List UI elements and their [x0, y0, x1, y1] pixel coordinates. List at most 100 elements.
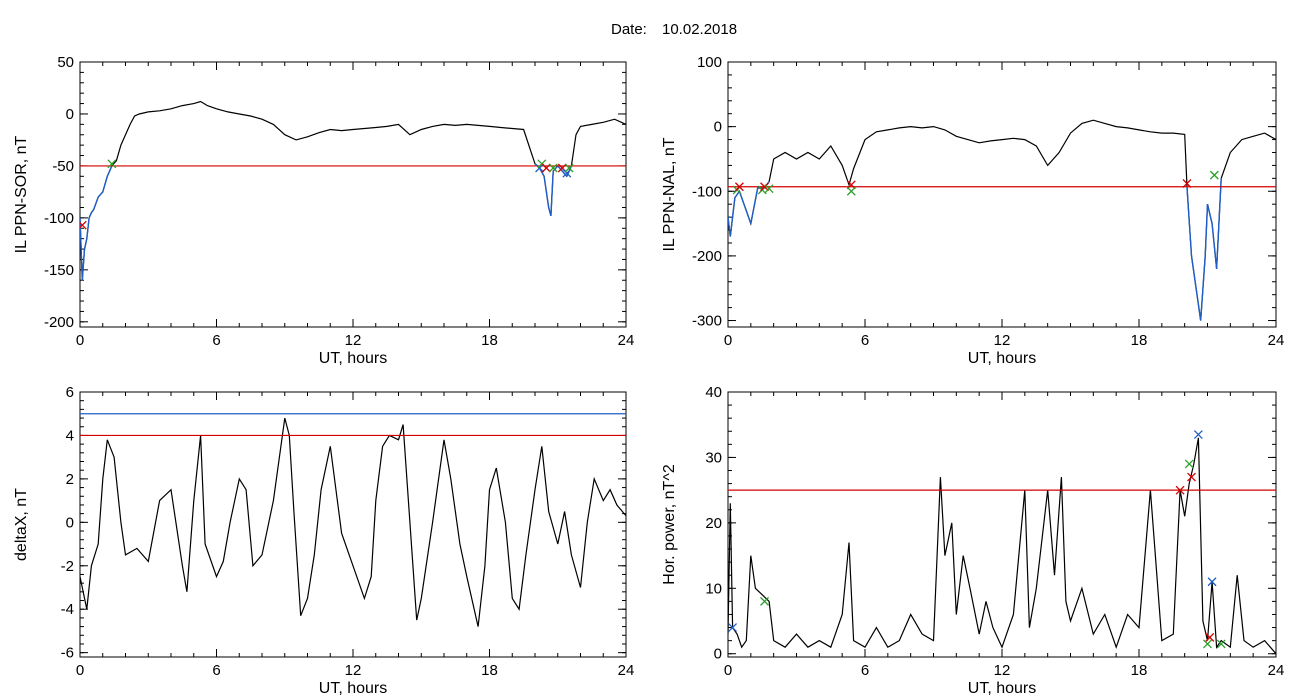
- x-tick-label: 6: [861, 332, 869, 349]
- data-marker: [80, 220, 87, 230]
- y-tick-label: -200: [692, 248, 722, 265]
- data-marker-stroke: [537, 159, 547, 169]
- data-marker-stroke: [1187, 472, 1196, 482]
- series-highlight-segment: [1190, 255, 1197, 289]
- series-highlight-segment: [1195, 288, 1202, 321]
- data-marker: [562, 168, 572, 178]
- data-marker-stroke: [1182, 179, 1192, 188]
- series-highlight-segment: [550, 171, 554, 216]
- series-highlight-segment: [1211, 223, 1218, 269]
- x-tick-label: 18: [481, 332, 498, 349]
- data-marker-stroke: [1207, 577, 1217, 587]
- x-tick-label: 0: [724, 332, 732, 349]
- x-tick-label: 0: [76, 662, 84, 679]
- data-marker: [1184, 459, 1194, 469]
- y-axis-label: Hor. power, nT^2: [661, 464, 678, 585]
- y-tick-label: 100: [697, 54, 722, 71]
- data-marker-stroke: [846, 186, 856, 196]
- data-marker-stroke: [1175, 485, 1185, 495]
- series-line: [80, 100, 626, 281]
- series-highlight-segment: [81, 249, 86, 281]
- y-tick-label: 40: [705, 384, 722, 401]
- data-marker: [1207, 577, 1217, 587]
- y-axis-label: IL PPN-NAL, nT: [661, 137, 678, 251]
- series-highlight-segment: [543, 176, 550, 208]
- data-marker-stroke: [760, 596, 769, 606]
- x-tick-label: 12: [345, 662, 362, 679]
- x-tick-label: 12: [994, 662, 1011, 679]
- series-highlight-segment: [745, 210, 752, 224]
- y-tick-label: -50: [52, 158, 74, 175]
- y-axis-label: deltaX, nT: [13, 488, 30, 561]
- series-highlight-segment: [90, 209, 95, 214]
- y-tick-label: -300: [692, 313, 722, 330]
- date-value: 10.02.2018: [662, 21, 737, 38]
- data-marker-stroke: [541, 163, 551, 173]
- data-marker: [1182, 179, 1192, 188]
- y-tick-label: 0: [66, 514, 74, 531]
- data-marker-stroke: [734, 182, 744, 192]
- data-marker-stroke: [760, 182, 769, 192]
- x-tick-label: 6: [212, 332, 220, 349]
- data-marker: [107, 159, 117, 169]
- y-tick-label: -150: [44, 262, 74, 279]
- plot-frame: [727, 61, 1277, 328]
- series-line: [80, 417, 626, 627]
- series-highlight-segment: [728, 217, 731, 237]
- data-marker: [734, 182, 744, 192]
- data-marker-stroke: [535, 163, 545, 173]
- series-highlight-segment: [88, 212, 93, 219]
- data-marker: [846, 186, 856, 196]
- y-tick-label: 0: [714, 119, 722, 136]
- plot-frame: [79, 391, 627, 658]
- y-tick-label: -4: [61, 601, 74, 618]
- series-line: [728, 119, 1276, 321]
- y-tick-label: 20: [705, 515, 722, 532]
- series-highlight-segment: [552, 165, 559, 172]
- y-tick-label: -2: [61, 558, 74, 575]
- x-tick-label: 18: [1131, 332, 1148, 349]
- chart-p2: 0 6 12 18 24 100 0 -100 -200 -300 UT, hours IL PPN-…: [661, 54, 1284, 367]
- x-tick-label: 24: [618, 332, 635, 349]
- series-highlight-segment: [86, 217, 90, 239]
- x-tick-label: 12: [345, 332, 362, 349]
- x-tick-label: 18: [481, 662, 498, 679]
- x-tick-label: 24: [618, 662, 635, 679]
- y-tick-label: -100: [692, 183, 722, 200]
- x-tick-label: 24: [1268, 332, 1285, 349]
- x-tick-label: 6: [861, 662, 869, 679]
- data-marker-stroke: [1205, 632, 1215, 642]
- series-highlight-segment: [729, 197, 736, 237]
- series-highlight-segment: [97, 191, 104, 198]
- data-marker-stroke: [846, 180, 856, 190]
- data-marker: [846, 180, 856, 190]
- series-highlight-segment: [750, 187, 759, 224]
- plot-area: [728, 430, 1276, 655]
- data-marker: [760, 182, 769, 192]
- chart-p4: 0 6 12 18 24 40 30 20 10 0 UT, hours Hor. power, nT…: [661, 384, 1284, 697]
- y-tick-label: 4: [66, 427, 74, 444]
- series-highlight-segment: [92, 196, 99, 210]
- data-marker: [548, 163, 558, 173]
- data-marker: [564, 163, 574, 173]
- data-marker-stroke: [548, 163, 558, 173]
- data-marker: [1193, 430, 1203, 439]
- plot-frame: [79, 61, 627, 328]
- data-marker-stroke: [1209, 170, 1219, 180]
- plot-area: [80, 100, 626, 281]
- x-tick-label: 0: [76, 332, 84, 349]
- x-axis-label: UT, hours: [319, 680, 387, 697]
- y-tick-label: 2: [66, 471, 74, 488]
- data-marker-stroke: [557, 163, 567, 173]
- y-tick-label: 0: [714, 646, 722, 663]
- series-highlight-segment: [1199, 255, 1206, 321]
- data-marker-stroke: [562, 168, 572, 178]
- series-highlight-segment: [1186, 186, 1193, 256]
- series-highlight-segment: [80, 217, 83, 281]
- series-highlight-segment: [106, 165, 113, 177]
- data-marker: [1187, 472, 1196, 482]
- data-marker-stroke: [80, 220, 87, 229]
- figure-title: Date: 10.02.2018: [611, 21, 737, 38]
